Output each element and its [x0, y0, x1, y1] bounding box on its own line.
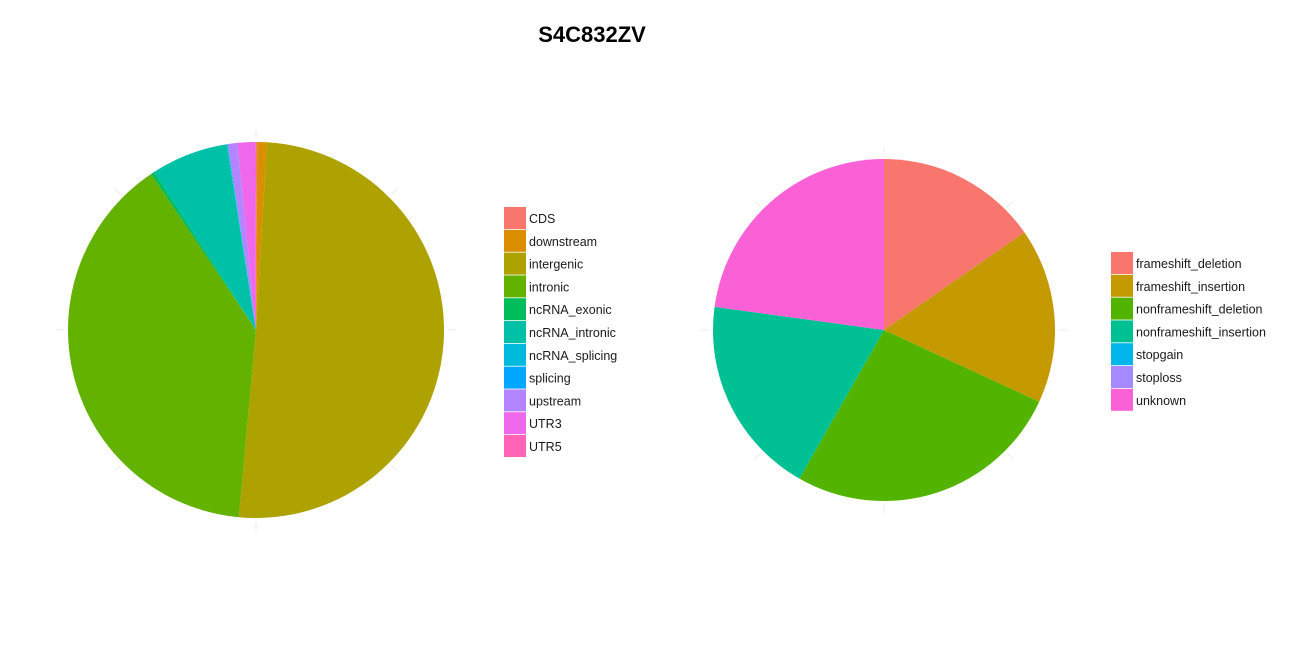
pie-slice-frameshift-insertion [884, 232, 1055, 402]
legend-label: ncRNA_splicing [529, 349, 617, 363]
pie-slice-upstream [227, 142, 256, 330]
legend-key-nonframeshift-deletion [1111, 297, 1133, 320]
pie-slice-frameshift-deletion [884, 159, 1025, 330]
pie-axis-tick [754, 200, 761, 207]
legend-key-downstream [504, 229, 526, 252]
legend-label: UTR3 [529, 417, 562, 431]
pie-slice-utr3 [237, 142, 256, 330]
pie-slice-cds [256, 142, 258, 330]
legend-key-splicing [504, 366, 526, 389]
pie-slice-unknown [714, 159, 884, 330]
legend-label: intergenic [529, 258, 583, 272]
pie-axis-tick [391, 465, 398, 472]
legend-label: unknown [1136, 394, 1186, 408]
legend-key-stoploss [1111, 366, 1133, 388]
legend-key-utr3 [504, 412, 526, 435]
legend-label: intronic [529, 280, 569, 294]
legend-key-upstream [504, 389, 526, 412]
legend-label: frameshift_insertion [1136, 280, 1245, 294]
legend-key-cds [504, 207, 526, 229]
legend-label: upstream [529, 394, 581, 408]
pie-slice-utr5 [255, 142, 256, 330]
legend: CDS downstream intergenic intronic ncRNA_exo… [504, 207, 617, 457]
legend-label: CDS [529, 212, 555, 226]
pie-slice-nonframeshift-insertion [713, 306, 884, 479]
legend-label: ncRNA_intronic [529, 326, 616, 340]
legend-label: UTR5 [529, 440, 562, 454]
pie-axis-tick [754, 453, 761, 460]
legend-label: downstream [529, 235, 597, 249]
legend-key-intronic [504, 275, 526, 298]
pie-axis-tick [114, 188, 121, 195]
legend-label: splicing [529, 372, 571, 386]
legend-key-nonframeshift-insertion [1111, 320, 1133, 343]
pie-axis-tick [1007, 453, 1014, 460]
pie-slice-intergenic [238, 142, 444, 518]
pie-axis-tick [391, 188, 398, 195]
pie-slice-ncrna-splicing [226, 144, 256, 330]
pie-axis-tick [114, 465, 121, 472]
legend-key-stopgain [1111, 343, 1133, 366]
legend-key-ncrna-exonic [504, 298, 526, 321]
legend-label: nonframeshift_insertion [1136, 325, 1266, 339]
pie-slice-ncrna-intronic [154, 144, 256, 330]
legend-key-frameshift-deletion [1111, 252, 1133, 274]
legend: frameshift_deletion frameshift_insertionn… [1111, 252, 1266, 411]
legend-key-ncrna-splicing [504, 343, 526, 366]
legend-key-frameshift-insertion [1111, 274, 1133, 297]
pie-slice-nonframeshift-deletion [799, 330, 1040, 502]
pie-slice-ncrna-exonic [151, 172, 256, 330]
legend-key-unknown [1111, 388, 1133, 411]
legend-label: nonframeshift_deletion [1136, 303, 1263, 317]
region-pie [56, 130, 456, 530]
pie-slice-splicing [227, 144, 256, 330]
pie-slice-downstream [256, 142, 267, 330]
mutation-type-pie [701, 147, 1067, 513]
chart-title: S4C832ZV [538, 22, 646, 47]
legend-label: frameshift_deletion [1136, 257, 1242, 271]
legend-label: ncRNA_exonic [529, 303, 612, 317]
legend-key-utr5 [504, 435, 526, 457]
pie-slice-intronic [68, 174, 256, 518]
legend-label: stoploss [1136, 371, 1182, 385]
legend-key-intergenic [504, 252, 526, 275]
pie-axis-tick [1007, 200, 1014, 207]
legend-key-ncrna-intronic [504, 321, 526, 343]
legend-label: stopgain [1136, 348, 1183, 362]
